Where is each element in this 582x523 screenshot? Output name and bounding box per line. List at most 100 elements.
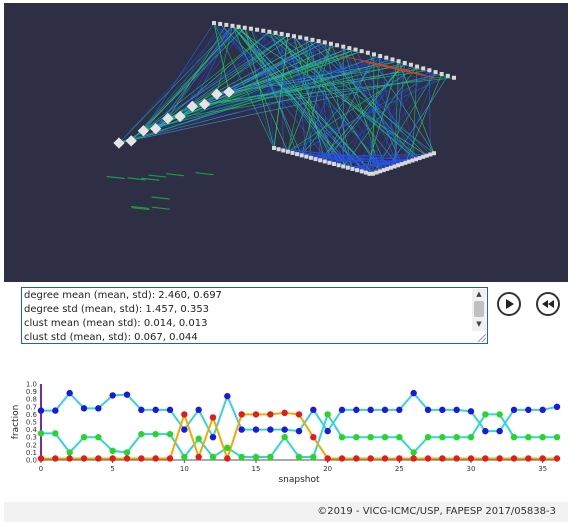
network-node (347, 46, 352, 51)
network-node (322, 40, 327, 45)
network-node (316, 39, 321, 44)
network-node (359, 49, 364, 54)
series-point (37, 455, 45, 462)
series-point (310, 434, 317, 441)
series-point (138, 430, 145, 438)
network-edge (324, 42, 353, 169)
rewind-button[interactable] (536, 292, 560, 316)
network-node (341, 164, 346, 169)
network-edge (273, 147, 406, 164)
network-node (336, 163, 341, 168)
network-edge (262, 30, 275, 149)
series-point (539, 406, 546, 414)
network-edge (347, 161, 409, 169)
network-edge (398, 61, 435, 154)
series-point (439, 406, 446, 414)
stat-clust-mean: clust mean (mean std): 0.014, 0.013 (24, 318, 208, 329)
network-node (396, 163, 401, 168)
network-edge (232, 25, 275, 149)
network-edge (365, 61, 399, 173)
network-edge (256, 29, 388, 170)
series-point (467, 408, 475, 415)
network-edge (232, 25, 289, 152)
series-point (525, 455, 532, 462)
play-button[interactable] (497, 292, 521, 316)
footer: ©2019 - VICG-ICMC/USP, FAPESP 2017/05838… (4, 502, 568, 522)
network-edge (306, 154, 431, 158)
series-point (252, 426, 260, 433)
network-edge (324, 64, 412, 162)
y-tick-label: 0.0 (26, 457, 37, 465)
network-edge (148, 174, 167, 178)
network-edge (165, 173, 185, 177)
network-node (322, 159, 327, 164)
series-line (41, 412, 557, 459)
network-edge (131, 33, 282, 142)
network-node (308, 155, 313, 160)
series-point (267, 411, 274, 418)
series-point (281, 409, 288, 417)
x-tick-label: 0 (39, 465, 43, 473)
x-tick-label: 10 (180, 465, 189, 473)
resize-grip-icon[interactable] (478, 334, 486, 342)
network-edge (131, 205, 150, 210)
network-node (439, 71, 444, 76)
network-node (353, 47, 358, 52)
scroll-thumb[interactable] (474, 301, 484, 317)
textarea-scrollbar[interactable]: ▲ ▼ (472, 289, 486, 331)
series-point (138, 455, 145, 462)
network-edge (238, 26, 374, 174)
network-node (445, 73, 450, 78)
network-node (281, 148, 286, 153)
statistics-textarea[interactable]: degree mean (mean, std): 2.460, 0.697 de… (21, 287, 488, 344)
network-node (313, 157, 318, 162)
scroll-up-icon[interactable]: ▲ (476, 290, 482, 298)
network-edge (118, 24, 227, 144)
network-node (327, 160, 332, 165)
network-edge (394, 62, 406, 167)
series-point (453, 406, 460, 414)
y-tick-label: 0.9 (26, 388, 37, 396)
series-point (525, 406, 532, 414)
network-edge (273, 34, 289, 149)
series-point (66, 455, 73, 462)
y-axis-title: fraction (11, 405, 21, 440)
series-point (324, 455, 331, 462)
series-point (338, 406, 346, 414)
network-node (295, 152, 300, 157)
series-point (224, 392, 231, 400)
series-point (482, 427, 489, 435)
rewind-icon (542, 300, 554, 308)
copyright-text: ©2019 - VICG-ICMC/USP, FAPESP 2017/05838… (317, 506, 556, 517)
series-point (424, 455, 432, 462)
series-point (525, 434, 532, 441)
y-tick-label: 1.0 (26, 381, 37, 389)
network-edge (305, 38, 353, 170)
series-point (209, 453, 217, 461)
network-node (304, 36, 309, 41)
network-node (421, 66, 426, 71)
x-tick-label: 5 (110, 465, 114, 473)
graph-3d-viewport[interactable] (4, 3, 568, 282)
series-point (353, 434, 360, 441)
y-tick-label: 0.7 (26, 403, 37, 411)
series-point (553, 434, 561, 441)
network-edge (392, 59, 417, 160)
series-point (324, 427, 331, 435)
series-point (295, 411, 303, 418)
network-edge (324, 62, 406, 162)
series-point (381, 434, 389, 441)
network-node (125, 135, 137, 147)
series-point (66, 449, 73, 456)
network-node (424, 153, 429, 158)
network-edge (106, 175, 125, 180)
series-point (410, 449, 417, 456)
series-point (482, 455, 489, 462)
network-edge (151, 206, 170, 210)
series-point (510, 406, 518, 414)
scroll-down-icon[interactable]: ▼ (476, 320, 482, 328)
network-edge (213, 22, 230, 93)
network-edge (319, 62, 406, 161)
network-node (363, 170, 368, 175)
network-node (399, 162, 404, 167)
